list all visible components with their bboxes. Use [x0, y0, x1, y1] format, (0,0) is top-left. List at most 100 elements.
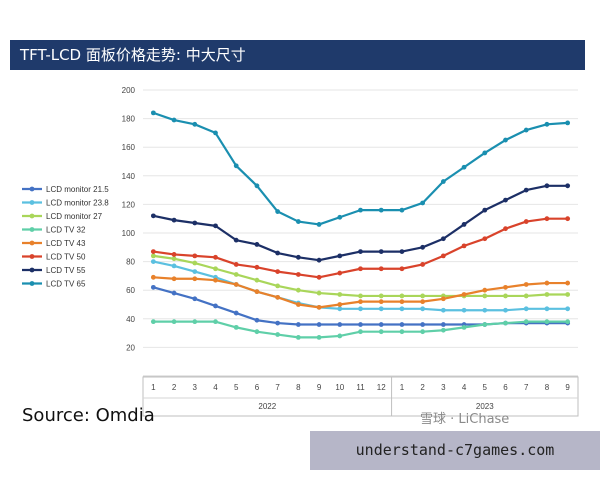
x-tick-label: 3: [193, 383, 198, 392]
x-tick-label: 5: [234, 383, 239, 392]
data-point: [233, 163, 239, 169]
x-group-label: 2022: [258, 402, 276, 411]
watermark: 雪球 · LiChase: [420, 412, 510, 427]
data-point: [233, 237, 239, 243]
data-point: [337, 253, 343, 259]
data-point: [337, 333, 343, 339]
data-point: [358, 322, 363, 327]
data-point: [420, 293, 426, 299]
data-point: [233, 262, 239, 267]
data-point: [254, 264, 260, 270]
data-point: [482, 287, 488, 293]
data-point: [192, 319, 198, 325]
data-point: [544, 319, 550, 325]
x-tick-label: 2: [172, 383, 177, 392]
data-point: [171, 290, 177, 296]
data-point: [503, 137, 508, 143]
data-point: [171, 276, 177, 282]
data-point: [420, 262, 426, 267]
data-point: [213, 223, 218, 229]
legend-label: LCD TV 43: [46, 239, 86, 248]
data-point: [337, 214, 343, 220]
data-point: [316, 274, 322, 280]
data-point: [440, 179, 446, 184]
legend-marker: [29, 200, 35, 205]
data-point: [150, 259, 156, 264]
data-point: [399, 207, 405, 213]
data-point: [275, 332, 281, 337]
legend-label: LCD TV 32: [46, 226, 86, 235]
data-point: [503, 293, 508, 299]
data-point: [171, 319, 177, 325]
data-point: [358, 299, 363, 305]
data-point: [420, 200, 426, 206]
data-point: [337, 270, 343, 276]
data-point: [192, 253, 198, 259]
data-point: [461, 164, 467, 170]
data-point: [461, 243, 467, 249]
data-point: [233, 272, 239, 277]
url-banner: understand-c7games.com: [310, 431, 600, 470]
x-tick-label: 12: [377, 383, 386, 392]
data-point: [503, 197, 508, 203]
data-point: [254, 329, 260, 335]
data-point: [171, 117, 177, 123]
data-point: [482, 150, 488, 156]
data-point: [482, 293, 488, 299]
data-point: [213, 266, 218, 272]
data-point: [358, 266, 363, 272]
data-point: [503, 307, 508, 313]
data-point: [275, 269, 281, 275]
x-tick-label: 5: [483, 383, 488, 392]
data-point: [295, 254, 301, 260]
data-point: [337, 322, 343, 327]
x-tick-label: 8: [545, 383, 550, 392]
data-point: [254, 289, 260, 295]
data-point: [544, 292, 550, 297]
data-point: [171, 256, 177, 262]
data-point: [358, 306, 363, 312]
data-point: [440, 236, 446, 242]
x-tick-label: 11: [356, 383, 365, 392]
y-tick-label: 200: [122, 86, 136, 95]
data-point: [523, 306, 529, 312]
legend-marker: [29, 227, 35, 232]
x-tick-label: 8: [296, 383, 301, 392]
data-point: [213, 130, 218, 136]
legend-marker: [29, 240, 35, 246]
data-point: [523, 127, 529, 133]
y-tick-label: 180: [122, 115, 136, 124]
data-point: [503, 320, 508, 326]
data-point: [192, 276, 198, 282]
data-point: [316, 334, 322, 340]
x-tick-label: 9: [565, 383, 570, 392]
data-point: [337, 306, 343, 312]
x-tick-label: 7: [275, 383, 280, 392]
data-point: [358, 329, 363, 335]
data-point: [295, 272, 301, 277]
legend-marker: [29, 281, 35, 286]
legend-label: LCD monitor 27: [46, 212, 103, 221]
y-tick-label: 160: [122, 143, 136, 152]
data-point: [358, 293, 363, 299]
data-point: [399, 329, 405, 335]
data-point: [213, 254, 218, 260]
data-point: [420, 306, 426, 312]
data-point: [233, 324, 239, 330]
data-point: [275, 320, 281, 326]
legend-marker: [29, 267, 35, 273]
data-point: [378, 266, 384, 272]
data-point: [523, 319, 529, 325]
data-point: [544, 216, 550, 222]
legend-label: LCD monitor 23.8: [46, 199, 109, 208]
data-point: [337, 302, 343, 307]
data-point: [440, 253, 446, 259]
data-point: [150, 284, 156, 290]
legend-label: LCD TV 55: [46, 266, 86, 275]
data-point: [420, 329, 426, 335]
data-point: [150, 249, 156, 254]
data-point: [275, 209, 281, 214]
x-tick-label: 1: [400, 383, 405, 392]
legend-marker: [29, 254, 35, 259]
data-point: [295, 219, 301, 224]
